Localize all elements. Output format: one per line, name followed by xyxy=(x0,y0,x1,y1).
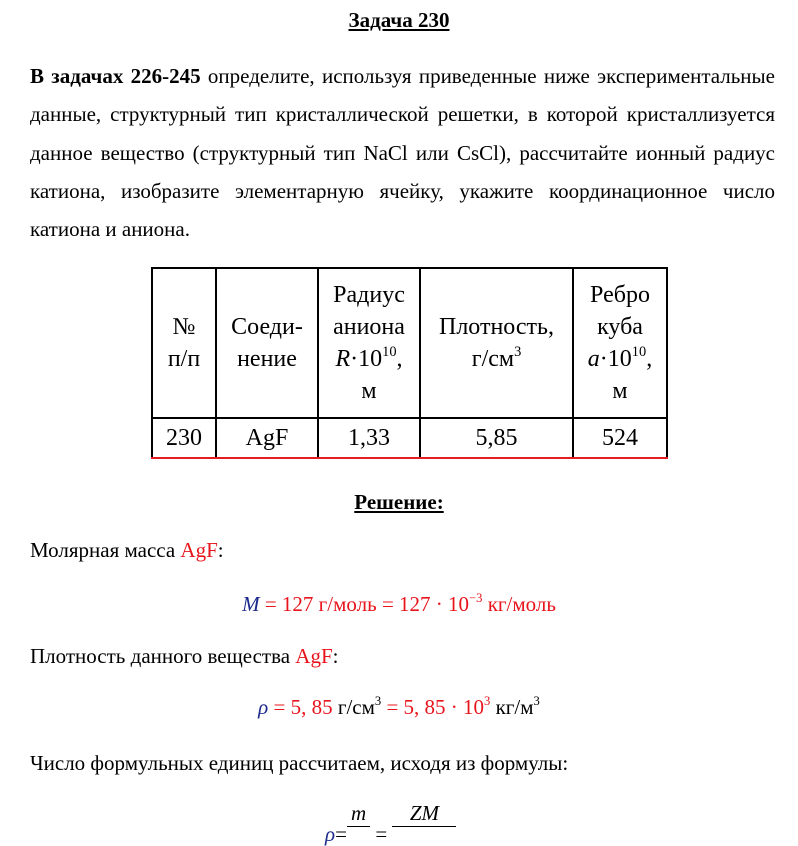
header-radius: Радиус аниона R·1010, м xyxy=(317,267,421,419)
solution-heading: Решение: xyxy=(354,490,444,514)
molar-mass-formula: M = 127 г/моль = 127 · 10−3 кг/моль xyxy=(242,591,556,616)
header-num: № п/п xyxy=(151,267,217,419)
molar-mass-label: Молярная масса AgF: xyxy=(30,538,224,562)
problem-text: определите, используя приведенные ниже э… xyxy=(30,64,775,242)
header-edge: Ребро куба a·1010, м xyxy=(572,267,668,419)
problem-statement: В задачах 226-245 определите, используя … xyxy=(30,57,775,248)
cell-density: 5,85 xyxy=(419,417,574,459)
density-formula: ρ = 5, 85 г/см3 = 5, 85 · 103 кг/м3 xyxy=(258,694,540,719)
data-table: № п/п Соеди-нение Радиус аниона R·1010, м Пл… xyxy=(151,267,668,459)
cell-radius: 1,33 xyxy=(317,417,421,459)
problem-range: В задачах 226-245 xyxy=(30,64,201,88)
table-row: 230 AgF 1,33 5,85 524 xyxy=(151,417,668,459)
density-label: Плотность данного вещества AgF: xyxy=(30,644,339,668)
header-density: Плотность, г/см3 xyxy=(419,267,574,419)
formula-units-label: Число формульных единиц рассчитаем, исхо… xyxy=(30,751,569,775)
header-compound: Соеди-нение xyxy=(215,267,319,419)
formula-units-formula: ρ= m = ZM xyxy=(325,800,457,846)
cell-compound: AgF xyxy=(215,417,319,459)
table-header-row: № п/п Соеди-нение Радиус аниона R·1010, м Пл… xyxy=(151,267,668,419)
page-title: Задача 230 xyxy=(348,8,450,32)
cell-edge: 524 xyxy=(572,417,668,459)
cell-num: 230 xyxy=(151,417,217,459)
